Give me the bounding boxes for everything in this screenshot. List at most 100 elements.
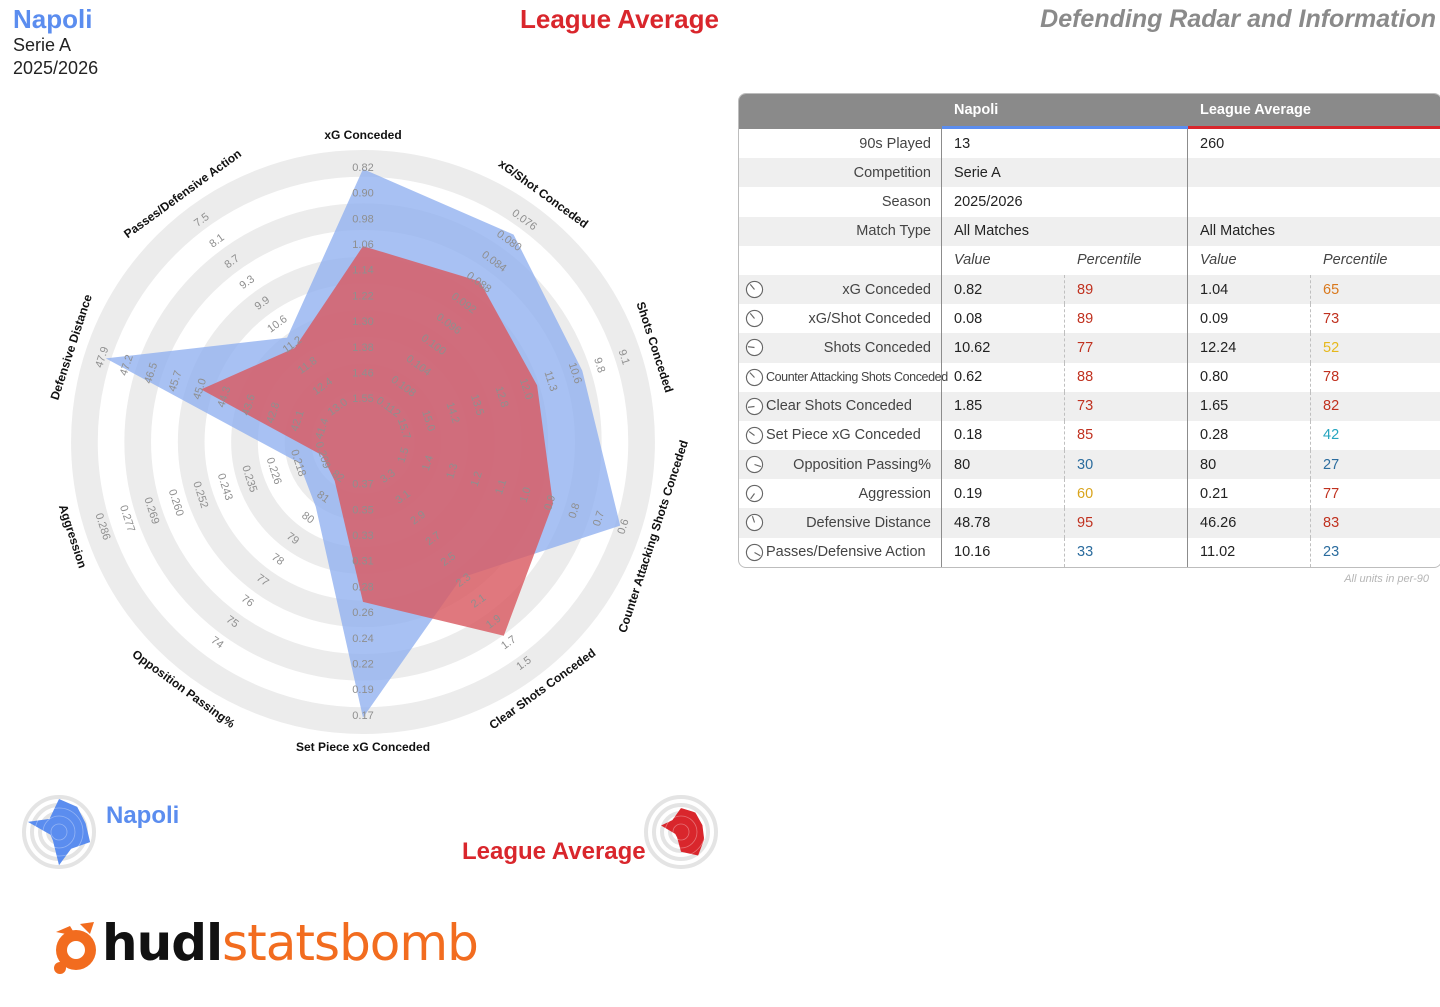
- radar-tick-label: 0.9: [542, 494, 558, 512]
- radar-tick-label: 1.06: [352, 239, 373, 251]
- metric-rows: xG Conceded 0.82 89 1.04 65 xG/Shot Conceded 0…: [739, 274, 1440, 567]
- percentile-dial-icon: [745, 368, 764, 386]
- info-row: Match Type All Matches All Matches: [739, 216, 1440, 246]
- metric-average-percentile: 27: [1323, 456, 1340, 473]
- radar-tick-label: 0.82: [352, 162, 373, 174]
- percentile-dial-icon: [745, 397, 764, 415]
- info-label: Season: [739, 187, 942, 217]
- radar-tick-label: 77: [254, 572, 271, 589]
- percentile-dial-icon: [745, 514, 764, 532]
- radar-tick-label: 0.7: [591, 510, 607, 528]
- metric-average-value: 46.26: [1188, 508, 1311, 538]
- legend-team-icon: [22, 795, 96, 874]
- metric-row: Shots Conceded 10.62 77 12.24 52: [739, 333, 1440, 363]
- metric-team-value: 0.62: [942, 362, 1065, 392]
- radar-tick-label: 80: [299, 510, 316, 527]
- metric-average-value: 0.09: [1188, 304, 1311, 334]
- table-header-average: League Average: [1188, 94, 1440, 129]
- info-label: 90s Played: [739, 129, 942, 159]
- radar-tick-label: 9.8: [591, 356, 607, 374]
- metric-team-percentile: 88: [1077, 369, 1094, 386]
- radar-tick-label: 79: [284, 530, 301, 547]
- radar-tick-label: 1.7: [499, 633, 518, 652]
- metric-team-percentile: 33: [1077, 544, 1094, 561]
- metric-row: xG Conceded 0.82 89 1.04 65: [739, 274, 1440, 305]
- metric-label: Opposition Passing%: [793, 456, 931, 473]
- info-label: Competition: [739, 158, 942, 188]
- metric-row: xG/Shot Conceded 0.08 89 0.09 73: [739, 304, 1440, 334]
- info-average-value: 260: [1200, 135, 1225, 152]
- metric-average-value: 12.24: [1188, 333, 1311, 363]
- metric-average-percentile: 77: [1323, 485, 1340, 502]
- radar-tick-label: 1.38: [352, 342, 373, 354]
- metric-team-percentile: 77: [1077, 339, 1094, 356]
- info-rows: 90s Played 13 260 Competition Serie A Season 2…: [739, 129, 1440, 246]
- metric-team-value: 0.08: [942, 304, 1065, 334]
- radar-polygons: [105, 169, 621, 718]
- metric-row: Clear Shots Conceded 1.85 73 1.65 82: [739, 391, 1440, 421]
- units-note: All units in per-90: [1344, 573, 1429, 585]
- metric-average-value: 0.80: [1188, 362, 1311, 392]
- info-team-value: 13: [942, 129, 1188, 159]
- radar-tick-label: 76: [239, 593, 256, 610]
- metric-team-value: 80: [942, 450, 1065, 480]
- metric-average-percentile: 65: [1323, 281, 1340, 298]
- metric-average-value: 1.04: [1188, 274, 1311, 305]
- radar-tick-label: 1.30: [352, 316, 373, 328]
- radar-ring: [71, 150, 655, 734]
- radar-tick-label: 82: [329, 468, 346, 485]
- logo-wordmark: hudlstatsbomb: [102, 914, 479, 972]
- metric-team-value: 0.19: [942, 479, 1065, 509]
- table-header-team: Napoli: [942, 94, 1188, 129]
- radar-tick-label: 9.3: [238, 273, 257, 292]
- mini-radar-polygon: [661, 808, 705, 856]
- percentile-dial-icon: [745, 543, 764, 561]
- metric-average-percentile: 82: [1323, 398, 1340, 415]
- metric-team-value: 10.16: [942, 537, 1065, 567]
- metric-average-percentile: 23: [1323, 544, 1340, 561]
- radar-tick-label: 1.1: [493, 478, 509, 496]
- radar-tick-label: 0.33: [352, 530, 373, 542]
- metric-row: Defensive Distance 48.78 95 46.26 83: [739, 508, 1440, 538]
- comparison-title: League Average: [520, 4, 719, 34]
- radar-tick-label: 8.1: [207, 232, 226, 251]
- radar-tick-label: 1.4: [420, 454, 436, 472]
- metric-team-percentile: 89: [1077, 281, 1094, 298]
- radar-tick-label: 0.31: [352, 556, 373, 568]
- metric-average-percentile: 73: [1323, 310, 1340, 327]
- metric-row: Counter Attacking Shots Conceded 0.62 88 0.…: [739, 362, 1440, 392]
- season-label: 2025/2026: [13, 58, 99, 78]
- metric-average-percentile: 83: [1323, 515, 1340, 532]
- info-average-value: [1188, 158, 1440, 187]
- metric-row: Passes/Defensive Action 10.16 33 11.02 23: [739, 537, 1440, 567]
- info-average-value: [1188, 187, 1440, 216]
- percentile-dial-icon: [745, 280, 764, 299]
- radar-tick-label: 0.90: [352, 188, 373, 200]
- metric-team-percentile: 85: [1077, 427, 1094, 444]
- radar-tick-label: 0.22: [352, 659, 373, 671]
- legend-average-label: League Average: [462, 838, 646, 865]
- hudl-statsbomb-logo: hudlstatsbomb: [50, 914, 479, 978]
- percentile-dial-icon: [745, 485, 764, 503]
- radar-tick-label: 0.19: [352, 684, 373, 696]
- metric-average-percentile: 52: [1323, 339, 1340, 356]
- metric-row: Aggression 0.19 60 0.21 77: [739, 479, 1440, 509]
- legend-average-icon: [644, 795, 718, 874]
- info-average-value: All Matches: [1200, 223, 1275, 240]
- mini-radar-polygon: [27, 799, 91, 866]
- metric-average-value: 11.02: [1188, 537, 1311, 567]
- radar-tick-label: 0.26: [352, 607, 373, 619]
- radar-polygon-average: [201, 246, 553, 636]
- radar-tick-label: 81: [314, 489, 331, 506]
- metric-label: Defensive Distance: [806, 515, 931, 532]
- metric-average-percentile: 42: [1323, 427, 1340, 444]
- percentile-dial-icon: [745, 309, 764, 328]
- radar-tick-label: 10.6: [265, 313, 289, 335]
- radar-tick-label: 0.6: [615, 518, 631, 536]
- radar-tick-label: 1.0: [518, 486, 534, 504]
- metric-average-value: 0.28: [1188, 420, 1311, 451]
- metric-label: Set Piece xG Conceded: [766, 427, 921, 444]
- metric-label: Shots Conceded: [823, 339, 931, 356]
- team-name: Napoli: [13, 4, 93, 34]
- metric-team-percentile: 89: [1077, 310, 1094, 327]
